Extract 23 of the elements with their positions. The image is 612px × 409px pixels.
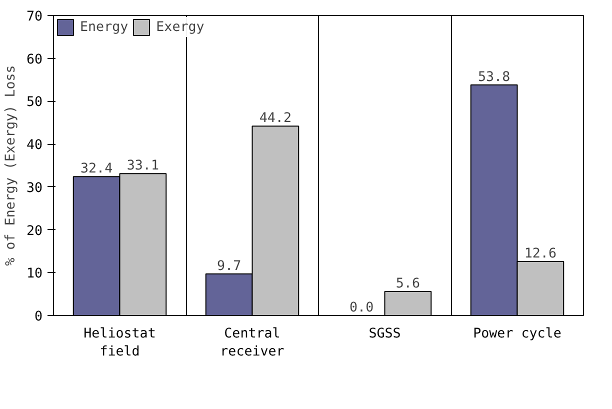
legend-label: Exergy xyxy=(156,20,204,34)
y-tick-label: 30 xyxy=(26,180,43,196)
legend-label: Energy xyxy=(80,20,128,34)
y-tick-label: 20 xyxy=(26,224,43,239)
data-label: 33.1 xyxy=(126,158,159,174)
y-tick-label: 60 xyxy=(26,52,43,68)
y-tick-label: 70 xyxy=(26,10,43,24)
y-tick-label: 10 xyxy=(26,266,43,282)
x-tick-label: Heliostat field xyxy=(84,326,156,360)
x-tick-label: SGSS xyxy=(368,326,401,342)
data-label: 12.6 xyxy=(524,246,556,262)
data-label: 32.4 xyxy=(80,162,113,177)
data-label: 0.0 xyxy=(350,300,374,316)
y-tick-label: 50 xyxy=(26,95,43,110)
y-tick-label: 0 xyxy=(34,310,43,324)
data-label: 9.7 xyxy=(217,258,242,274)
y-tick-label: 40 xyxy=(26,138,43,154)
data-label: 5.6 xyxy=(396,276,420,292)
x-tick-label: Central receiver xyxy=(220,326,284,360)
data-label: 44.2 xyxy=(259,111,292,126)
x-tick-label: Power cycle xyxy=(473,326,562,342)
data-label: 53.8 xyxy=(478,70,510,85)
y-axis-title: % of Energy (Exergy) Loss xyxy=(3,65,18,266)
